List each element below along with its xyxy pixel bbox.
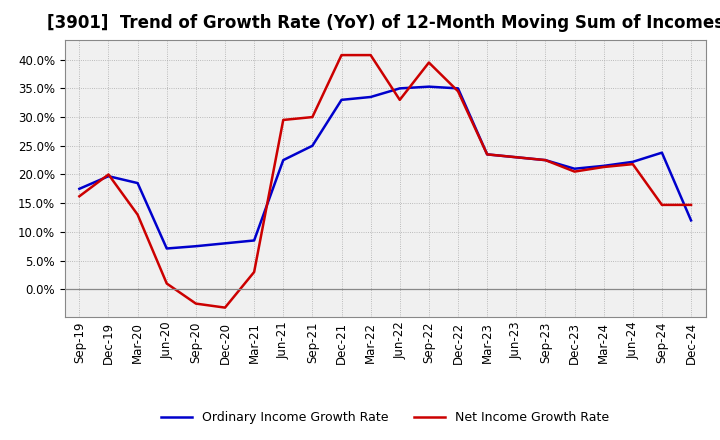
Net Income Growth Rate <box>337 52 346 58</box>
Ordinary Income Growth Rate <box>483 152 492 157</box>
Ordinary Income Growth Rate <box>599 163 608 169</box>
Ordinary Income Growth Rate <box>75 186 84 191</box>
Net Income Growth Rate <box>570 169 579 174</box>
Line: Net Income Growth Rate: Net Income Growth Rate <box>79 55 691 308</box>
Ordinary Income Growth Rate <box>220 241 229 246</box>
Ordinary Income Growth Rate <box>337 97 346 103</box>
Ordinary Income Growth Rate <box>395 86 404 91</box>
Net Income Growth Rate <box>541 158 550 163</box>
Net Income Growth Rate <box>250 269 258 275</box>
Net Income Growth Rate <box>454 88 462 94</box>
Ordinary Income Growth Rate <box>687 218 696 223</box>
Ordinary Income Growth Rate <box>250 238 258 243</box>
Net Income Growth Rate <box>599 165 608 170</box>
Ordinary Income Growth Rate <box>512 154 521 160</box>
Ordinary Income Growth Rate <box>279 158 287 163</box>
Ordinary Income Growth Rate <box>629 159 637 165</box>
Net Income Growth Rate <box>163 281 171 286</box>
Ordinary Income Growth Rate <box>308 143 317 148</box>
Net Income Growth Rate <box>512 154 521 160</box>
Ordinary Income Growth Rate <box>104 173 113 179</box>
Net Income Growth Rate <box>425 60 433 65</box>
Net Income Growth Rate <box>629 161 637 167</box>
Net Income Growth Rate <box>657 202 666 208</box>
Ordinary Income Growth Rate <box>657 150 666 155</box>
Net Income Growth Rate <box>483 152 492 157</box>
Ordinary Income Growth Rate <box>163 246 171 251</box>
Ordinary Income Growth Rate <box>454 86 462 91</box>
Ordinary Income Growth Rate <box>570 166 579 171</box>
Ordinary Income Growth Rate <box>133 180 142 186</box>
Net Income Growth Rate <box>279 117 287 123</box>
Ordinary Income Growth Rate <box>192 244 200 249</box>
Line: Ordinary Income Growth Rate: Ordinary Income Growth Rate <box>79 87 691 249</box>
Ordinary Income Growth Rate <box>541 158 550 163</box>
Net Income Growth Rate <box>220 305 229 310</box>
Net Income Growth Rate <box>395 97 404 103</box>
Net Income Growth Rate <box>133 212 142 217</box>
Net Income Growth Rate <box>366 52 375 58</box>
Net Income Growth Rate <box>104 172 113 177</box>
Title: [3901]  Trend of Growth Rate (YoY) of 12-Month Moving Sum of Incomes: [3901] Trend of Growth Rate (YoY) of 12-… <box>47 15 720 33</box>
Net Income Growth Rate <box>308 114 317 120</box>
Net Income Growth Rate <box>192 301 200 306</box>
Legend: Ordinary Income Growth Rate, Net Income Growth Rate: Ordinary Income Growth Rate, Net Income … <box>156 406 614 429</box>
Net Income Growth Rate <box>75 194 84 199</box>
Net Income Growth Rate <box>687 202 696 208</box>
Ordinary Income Growth Rate <box>366 94 375 99</box>
Ordinary Income Growth Rate <box>425 84 433 89</box>
